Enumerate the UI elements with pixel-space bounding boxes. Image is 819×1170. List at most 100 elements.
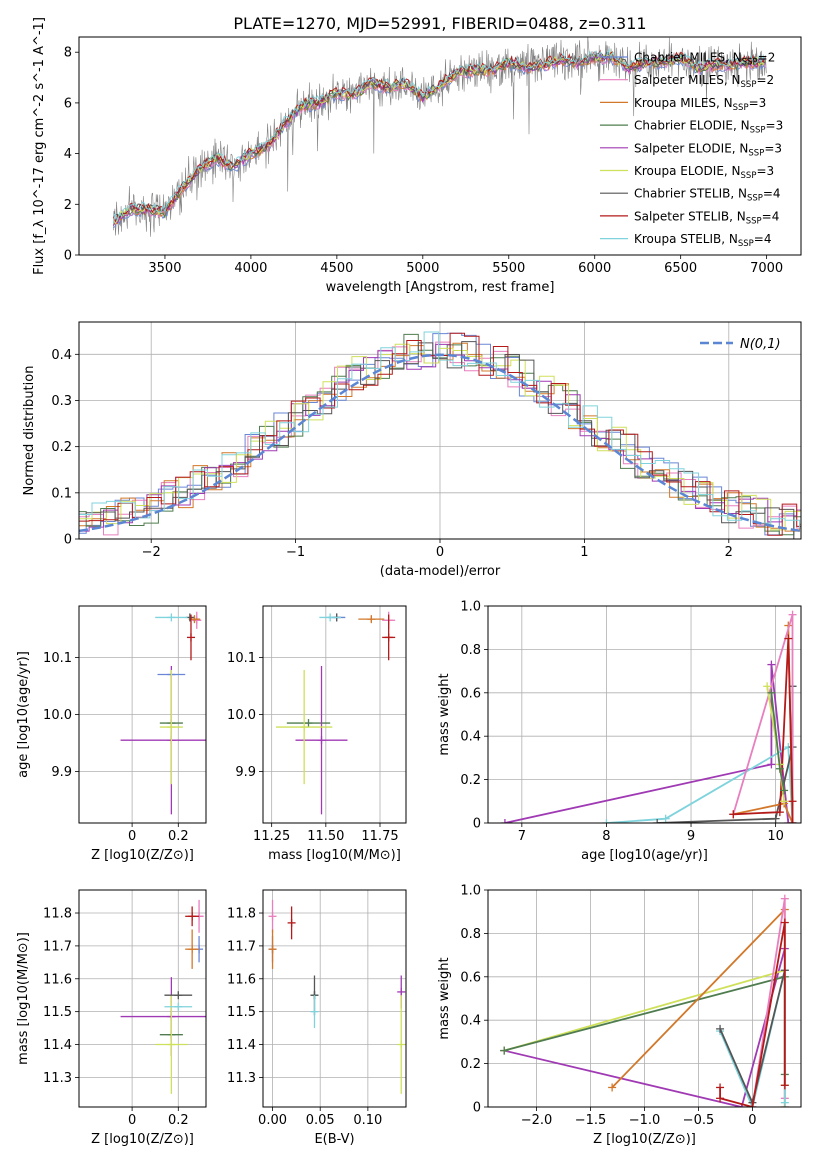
plot-area-spectrum: [112, 37, 767, 237]
errorbar-kroupa_miles: [268, 929, 277, 969]
axes-frame: [78, 889, 207, 1108]
y-tick-label: 11.6: [227, 972, 256, 987]
y-tick-label: 0.8: [460, 927, 481, 942]
x-axis-label: mass [log10(M/M⊙)]: [268, 848, 401, 863]
x-tick-label: 1: [580, 545, 588, 560]
y-tick-label: 0: [64, 533, 72, 548]
y-axis-label: mass weight: [437, 673, 452, 755]
y-tick-label: 11.7: [227, 939, 256, 954]
y-tick-label: 11.4: [227, 1038, 256, 1053]
y-tick-label: 10.0: [227, 708, 256, 723]
x-tick-label: 7000: [750, 261, 783, 276]
x-axis-label: Z [log10(Z/Z⊙)]: [91, 848, 194, 863]
x-tick-label: 0.2: [168, 1113, 189, 1128]
y-tick-label: 8: [64, 46, 72, 61]
x-axis-label: (data-model)/error: [380, 564, 501, 579]
errorbar-salpeter_elodie: [295, 665, 348, 815]
x-tick-label: 0: [436, 545, 444, 560]
y-tick-label: 0.6: [460, 970, 481, 985]
plot-area-age-vs-mass: [276, 611, 396, 815]
y-tick-label: 11.3: [43, 1071, 72, 1086]
x-tick-label: 2: [725, 545, 733, 560]
legend-entry-salpeter_miles: Salpeter MILES, NSSP=2: [634, 73, 774, 90]
y-tick-label: 9.9: [235, 765, 256, 780]
y-tick-label: 0.8: [460, 643, 481, 658]
errorbar-kroupa_elodie: [155, 995, 188, 1094]
plot-area-age-vs-Z: [120, 611, 206, 815]
x-axis-label: age [log10(age/yr)]: [581, 848, 708, 863]
errorbar-kroupa_elodie: [276, 669, 333, 785]
legend-entry-normal: N(0,1): [740, 337, 781, 352]
y-tick-label: 6: [64, 96, 72, 111]
y-tick-label: 0.4: [51, 348, 72, 363]
legend-entry-chabrier_elodie: Chabrier ELODIE, NSSP=3: [634, 119, 783, 136]
x-tick-label: 6500: [664, 261, 697, 276]
panel-weight-vs-Z: −2.0 −1.5 −1.0 −0.5 0 0 0.2 0.4 0.6 0.8 1.0 Z [log1…: [437, 884, 802, 1147]
legend-count: =4: [763, 187, 781, 201]
y-tick-label: 0.4: [460, 730, 481, 745]
x-axis-label: Z [log10(Z/Z⊙)]: [91, 1132, 194, 1147]
x-axis-label: E(B-V): [314, 1132, 354, 1147]
y-tick-label: 11.6: [43, 972, 72, 987]
y-tick-label: 9.9: [51, 765, 72, 780]
x-tick-label: 0: [748, 1113, 756, 1128]
legend-count: =3: [756, 164, 774, 178]
y-tick-label: 10.1: [227, 651, 256, 666]
x-tick-label: 11.25: [253, 829, 290, 844]
x-tick-label: −2.0: [521, 1113, 553, 1128]
x-tick-label: 0.05: [306, 1113, 335, 1128]
legend-entry-kroupa_elodie: Kroupa ELODIE, NSSP=3: [634, 164, 774, 181]
plot-area-residual-histogram: [79, 331, 801, 539]
model-spectrum-kroupa_stelib: [112, 48, 766, 224]
errorbar-kroupa_stelib: [164, 1002, 193, 1011]
y-axis-label: age [log10(age/yr)]: [16, 651, 31, 778]
x-tick-label: 10: [767, 829, 784, 844]
y-axis-label: mass weight: [437, 957, 452, 1039]
x-tick-label: 11.75: [361, 829, 398, 844]
legend-subscript: SSP: [738, 239, 754, 249]
x-tick-label: −1.0: [629, 1113, 661, 1128]
y-tick-label: 11.8: [43, 907, 72, 922]
x-tick-label: −1: [286, 545, 305, 560]
axes-frame: [78, 36, 802, 256]
legend-entry-chabrier_stelib: Chabrier STELIB, NSSP=4: [634, 187, 781, 204]
legend-count: =3: [764, 141, 782, 155]
legend-subscript: SSP: [733, 103, 749, 113]
y-axis-label: mass [log10(M/M⊙)]: [16, 932, 31, 1065]
y-tick-label: 11.7: [43, 939, 72, 954]
axes-frame: [262, 889, 407, 1108]
weight-line-salpeter_elodie: [504, 664, 790, 823]
legend-count: =4: [754, 232, 772, 246]
legend-subscript: SSP: [741, 171, 757, 181]
errorbar-salpeter_stelib: [186, 614, 195, 661]
y-tick-label: 10.1: [43, 651, 72, 666]
y-tick-label: 0: [473, 817, 481, 832]
panel-age-vs-mass: 11.25 11.50 11.75 9.9 10.0 10.1 mass [log10(M/…: [227, 605, 407, 863]
x-tick-label: 4500: [320, 261, 353, 276]
x-tick-label: 3500: [148, 261, 181, 276]
legend-count: =3: [766, 119, 784, 133]
y-tick-label: 0: [473, 1101, 481, 1116]
panel-spectrum: 3500 4000 4500 5000 5500 6000 6500 7000 0 2 4 6 8 wav…: [32, 17, 802, 295]
histogram-chabrier_miles: [79, 332, 801, 539]
x-tick-label: −0.5: [683, 1113, 715, 1128]
x-tick-label: 11.50: [307, 829, 344, 844]
histogram-kroupa_miles: [79, 342, 801, 532]
legend-count: =4: [762, 209, 780, 223]
errorbar-chabrier_stelib: [164, 991, 193, 1000]
axes-frame: [487, 605, 802, 824]
y-tick-label: 0.6: [460, 686, 481, 701]
panel-mass-vs-EBV: 0.00 0.05 0.10 11.3 11.4 11.5 11.6 11.7 11.8 E(B-…: [227, 889, 407, 1147]
legend-subscript: SSP: [748, 148, 764, 158]
y-tick-label: 0.2: [460, 773, 481, 788]
x-tick-label: 4000: [234, 261, 267, 276]
y-tick-label: 0.3: [51, 394, 72, 409]
x-tick-label: 0: [128, 829, 136, 844]
plot-area-mass-vs-Z: [120, 899, 206, 1094]
errorbar-salpeter_stelib: [185, 906, 200, 927]
y-tick-label: 0.2: [460, 1057, 481, 1072]
y-axis-label: Flux [f_λ 10^-17 erg cm^-2 s^-1 A^-1]: [32, 17, 47, 275]
x-tick-label: −1.5: [575, 1113, 607, 1128]
histogram-salpeter_elodie: [79, 343, 801, 532]
legend-subscript: SSP: [750, 126, 766, 136]
